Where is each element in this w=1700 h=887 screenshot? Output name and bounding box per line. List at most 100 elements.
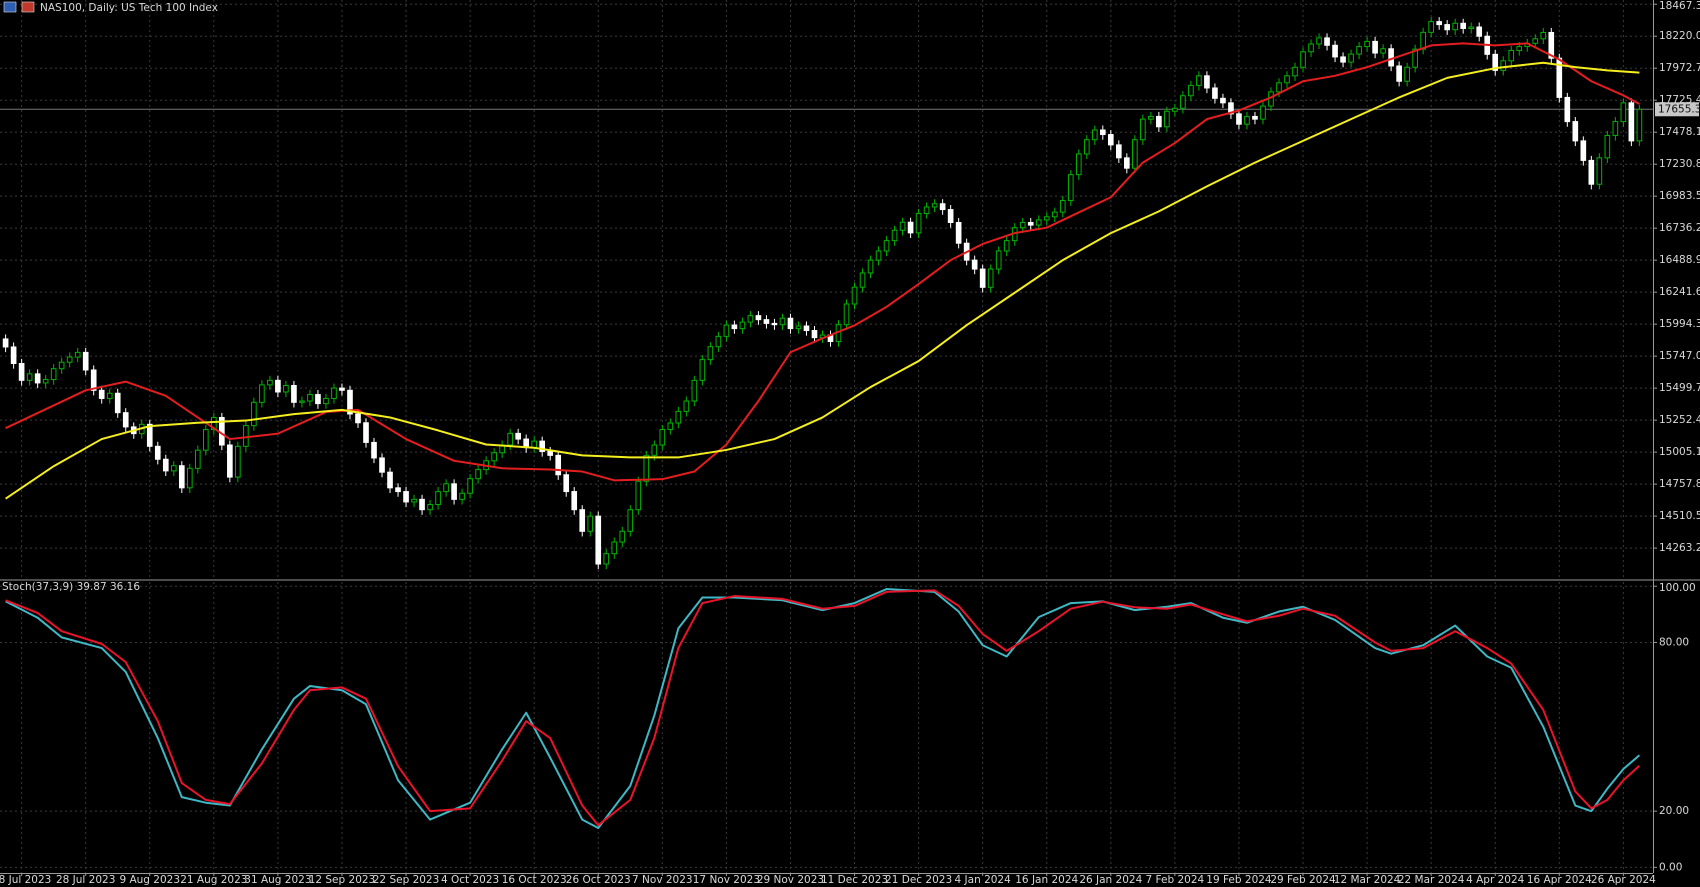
candle-body bbox=[1051, 211, 1058, 218]
candle-body bbox=[34, 373, 41, 384]
candle-body bbox=[1276, 82, 1282, 93]
candle-body bbox=[1172, 107, 1178, 112]
y-tick-label: 15005.1 bbox=[1659, 446, 1700, 458]
candle-body bbox=[1412, 48, 1418, 68]
x-tick-label: 29 Nov 2023 bbox=[757, 874, 824, 886]
candle-body bbox=[74, 351, 81, 358]
y-tick-label: 17972.7 bbox=[1659, 62, 1700, 74]
candle-body bbox=[1596, 157, 1603, 185]
candle-body bbox=[1636, 108, 1643, 142]
candle-body bbox=[955, 222, 962, 244]
y-tick-label: 16983.5 bbox=[1659, 190, 1700, 202]
candle-body bbox=[162, 458, 169, 472]
candle-body bbox=[475, 469, 481, 480]
candle-body bbox=[1091, 129, 1098, 141]
y-tick-label: 20.00 bbox=[1659, 805, 1689, 817]
candle-body bbox=[1404, 66, 1410, 82]
y-tick-label: 15499.7 bbox=[1659, 382, 1700, 394]
candle-body bbox=[1180, 95, 1186, 109]
candle-body bbox=[10, 346, 17, 365]
last-price-label: 17655.3 bbox=[1658, 103, 1700, 115]
candle-body bbox=[154, 445, 161, 460]
candle-body bbox=[555, 454, 562, 476]
y-tick-label: 18220.0 bbox=[1659, 30, 1700, 42]
candle-body bbox=[1572, 121, 1579, 142]
candle-body bbox=[1035, 219, 1042, 226]
candle-body bbox=[427, 504, 433, 511]
candle-body bbox=[371, 441, 377, 459]
x-tick-label: 29 Feb 2024 bbox=[1270, 874, 1336, 886]
candle-body bbox=[2, 338, 9, 348]
candle-body bbox=[1364, 40, 1370, 48]
candle-body bbox=[715, 335, 722, 348]
candle-body bbox=[1284, 75, 1290, 84]
x-tick-label: 16 Oct 2023 bbox=[502, 874, 567, 886]
candle-body bbox=[1500, 60, 1507, 71]
candle-body bbox=[211, 416, 217, 430]
y-tick-label: 0.00 bbox=[1659, 861, 1682, 873]
y-tick-label: 16241.6 bbox=[1659, 286, 1700, 298]
y-tick-label: 100.00 bbox=[1659, 582, 1696, 594]
candle-body bbox=[451, 483, 457, 500]
candle-body bbox=[867, 259, 874, 274]
candle-body bbox=[363, 422, 369, 443]
candle-body bbox=[1003, 240, 1010, 252]
candle-body bbox=[1220, 97, 1226, 104]
candle-body bbox=[1340, 56, 1346, 63]
candle-body bbox=[571, 491, 578, 511]
x-tick-label: 12 Sep 2023 bbox=[309, 874, 376, 886]
x-tick-label: 19 Feb 2024 bbox=[1206, 874, 1272, 886]
candle-body bbox=[1436, 21, 1442, 26]
candle-body bbox=[411, 498, 417, 503]
candle-body bbox=[1027, 222, 1034, 226]
candle-body bbox=[1164, 110, 1170, 128]
candle-body bbox=[779, 317, 786, 326]
x-tick-label: 4 Jan 2024 bbox=[955, 874, 1012, 886]
candle-body bbox=[114, 392, 121, 414]
y-tick-label: 18467.3 bbox=[1659, 0, 1700, 12]
y-tick-label: 17230.8 bbox=[1659, 158, 1700, 170]
candle-body bbox=[1212, 87, 1218, 99]
candle-body bbox=[771, 322, 778, 326]
candle-body bbox=[923, 206, 930, 214]
candle-body bbox=[307, 394, 313, 402]
candle-body bbox=[491, 452, 497, 462]
x-tick-label: 12 Mar 2024 bbox=[1334, 874, 1401, 886]
candle-body bbox=[643, 454, 650, 482]
indicator-line bbox=[5, 589, 1641, 827]
candle-body bbox=[1516, 46, 1523, 51]
candle-body bbox=[42, 379, 49, 384]
candle-body bbox=[467, 478, 473, 494]
candle-body bbox=[146, 423, 153, 447]
candle-body bbox=[1204, 75, 1210, 89]
candle-body bbox=[1612, 121, 1619, 136]
mark-layer bbox=[2, 17, 1643, 830]
candle-body bbox=[907, 221, 914, 234]
candle-body bbox=[707, 346, 714, 361]
candle-body bbox=[883, 240, 890, 252]
y-tick-label: 14263.2 bbox=[1659, 542, 1700, 554]
candle-body bbox=[899, 221, 906, 231]
candle-body bbox=[275, 379, 281, 393]
candle-body bbox=[419, 498, 425, 511]
chart-title: NAS100, Daily: US Tech 100 Index bbox=[40, 2, 218, 14]
candle-body bbox=[699, 359, 706, 381]
symbol-icon bbox=[3, 1, 17, 13]
candle-body bbox=[1148, 115, 1154, 120]
candle-body bbox=[1196, 75, 1202, 86]
candle-body bbox=[939, 203, 946, 211]
candle-body bbox=[947, 209, 954, 224]
candle-body bbox=[875, 250, 882, 261]
candle-body bbox=[1468, 26, 1475, 29]
candle-body bbox=[691, 379, 698, 402]
x-tick-label: 26 Jan 2024 bbox=[1079, 874, 1142, 886]
x-tick-label: 21 Aug 2023 bbox=[180, 874, 247, 886]
x-tick-label: 7 Feb 2024 bbox=[1146, 874, 1205, 886]
indicator-value: 39.87 bbox=[77, 581, 107, 593]
candle-body bbox=[1236, 113, 1242, 125]
y-tick-label: 15252.4 bbox=[1659, 414, 1700, 426]
candle-body bbox=[58, 361, 65, 370]
x-tick-label: 22 Mar 2024 bbox=[1398, 874, 1465, 886]
candle-body bbox=[851, 286, 858, 305]
